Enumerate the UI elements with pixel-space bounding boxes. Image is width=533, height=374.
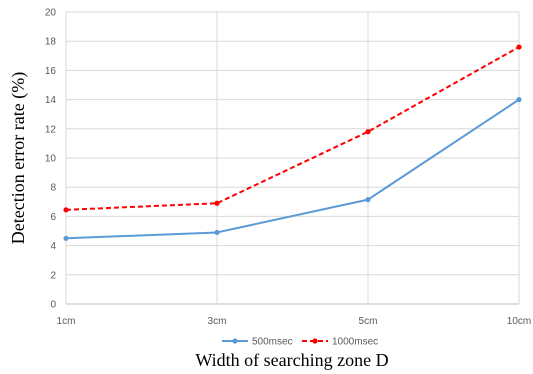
series-line (65, 98, 520, 240)
y-axis-title: Detection error rate (%) (8, 72, 29, 244)
x-axis-title: Width of searching zone D (195, 350, 388, 370)
legend-marker (312, 338, 318, 344)
y-tick-labels: 0 2 4 6 8 10 12 14 16 18 20 (45, 8, 57, 311)
legend: 500msec 1000msec (222, 337, 378, 348)
legend-marker (232, 338, 238, 344)
x-tick-label: 10cm (507, 316, 531, 327)
legend-item: 1000msec (302, 337, 378, 348)
data-point (516, 97, 522, 103)
legend-label: 1000msec (332, 337, 378, 348)
y-tick-label: 6 (50, 212, 56, 223)
y-tick-label: 8 (50, 183, 56, 194)
x-tick-label: 1cm (57, 316, 76, 327)
y-tick-label: 10 (45, 154, 57, 165)
y-tick-label: 14 (45, 95, 57, 106)
data-point (214, 229, 220, 236)
y-tick-label: 16 (45, 66, 57, 77)
y-tick-label: 0 (50, 300, 56, 311)
x-tick-labels: 1cm 3cm 5cm 10cm (57, 316, 532, 327)
legend-item: 500msec (222, 337, 293, 348)
y-tick-label: 4 (50, 241, 56, 252)
y-tick-label: 12 (45, 124, 57, 135)
data-point (365, 129, 371, 135)
series-line (65, 46, 520, 211)
data-point (214, 200, 220, 206)
x-tick-label: 5cm (359, 316, 378, 327)
legend-label: 500msec (252, 337, 293, 348)
data-series (63, 44, 522, 241)
series-1000msec (63, 44, 522, 213)
data-point (63, 207, 69, 213)
y-tick-label: 2 (50, 270, 56, 281)
x-tick-label: 3cm (208, 316, 227, 327)
data-point (365, 197, 371, 203)
y-tick-label: 18 (45, 37, 57, 48)
y-tick-label: 20 (45, 8, 57, 19)
data-point (63, 235, 69, 241)
data-point (516, 44, 522, 50)
series-500msec (63, 97, 522, 241)
gridlines (65, 11, 520, 305)
